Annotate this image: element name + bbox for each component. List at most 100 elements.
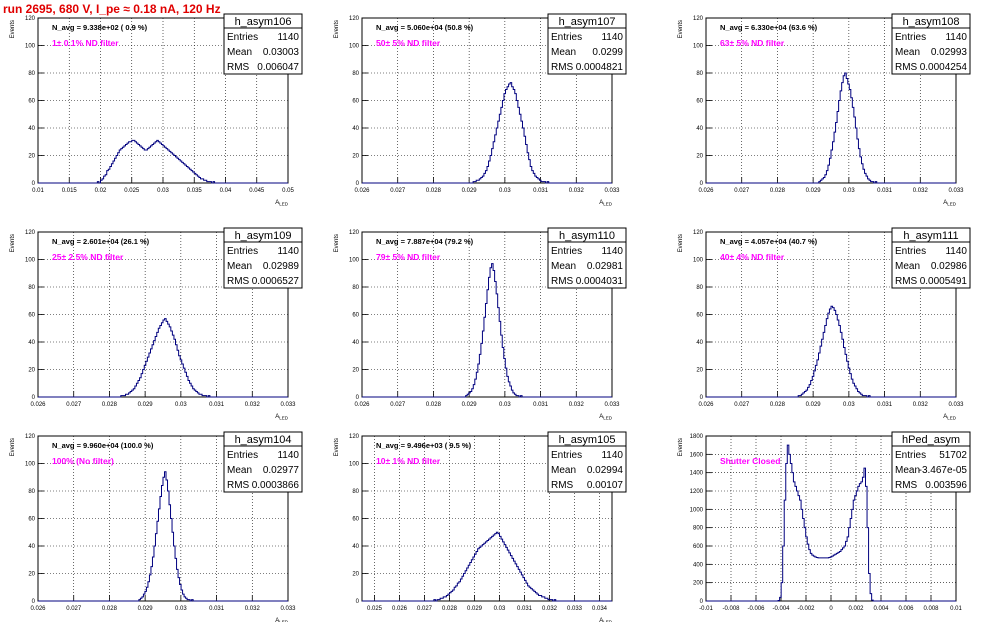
y-tick-label: 120 xyxy=(349,230,360,236)
y-tick-label: 20 xyxy=(352,572,359,578)
stats-label: Mean xyxy=(227,47,252,58)
y-tick-label: 100 xyxy=(25,258,36,264)
navg-label: N_avg = 9.960e+04 (100.0 %) xyxy=(52,441,154,450)
x-tick-label: 0.031 xyxy=(877,402,893,408)
x-tick-label: 0.031 xyxy=(533,188,549,194)
y-tick-label: 60 xyxy=(28,313,35,319)
x-tick-label: 0.032 xyxy=(245,402,261,408)
y-tick-label: 60 xyxy=(28,517,35,523)
stats-value: 0.02977 xyxy=(263,465,300,476)
histogram-panel-h_asym110: 0.026 0.027 0.028 0.029 0.03 0.031 0.032 0.033 0… xyxy=(334,227,627,421)
x-tick-label: 0.033 xyxy=(280,606,296,612)
x-axis-label: ALED xyxy=(943,414,957,421)
x-tick-label: 0.04 xyxy=(220,188,232,194)
stats-box-frame xyxy=(547,13,627,75)
filter-label: Shutter Closed xyxy=(720,456,780,466)
x-tick-label: 0.026 xyxy=(698,188,714,194)
x-tick-label: 0.033 xyxy=(948,188,964,194)
y-tick-label: 100 xyxy=(349,258,360,264)
y-tick-label: 80 xyxy=(28,285,35,291)
y-tick-label: 40 xyxy=(28,126,35,132)
y-tick-label: 120 xyxy=(25,434,36,440)
stats-label: Entries xyxy=(551,450,582,461)
x-tick-label: -0.002 xyxy=(797,606,815,612)
filter-label: 100% (No filter) xyxy=(52,456,114,466)
x-tick-label: 0.031 xyxy=(209,606,225,612)
histogram-line xyxy=(706,444,956,602)
filter-label: 25± 2.5% ND filter xyxy=(52,252,124,262)
y-tick-label: 100 xyxy=(693,44,704,50)
stats-label: RMS xyxy=(895,276,918,287)
stats-box-frame xyxy=(223,431,303,493)
x-tick-label: 0.01 xyxy=(32,188,44,194)
y-tick-label: 0 xyxy=(356,395,360,401)
x-tick-label: 0.03 xyxy=(843,188,855,194)
x-tick-label: 0.028 xyxy=(770,188,786,194)
stats-hist-name: h_asym111 xyxy=(903,230,958,242)
y-tick-label: 60 xyxy=(352,313,359,319)
y-tick-label: 60 xyxy=(696,99,703,105)
navg-label: N_avg = 2.601e+04 (26.1 %) xyxy=(52,237,150,246)
stats-box-frame xyxy=(891,13,971,75)
stats-label: Entries xyxy=(895,32,926,43)
x-axis-label: ALED xyxy=(599,200,613,207)
x-tick-label: 0.028 xyxy=(426,188,442,194)
stats-label: RMS xyxy=(551,480,574,491)
x-tick-label: 0.03 xyxy=(843,402,855,408)
stats-hist-name: h_asym107 xyxy=(559,16,616,28)
x-axis-label-subscript: LED xyxy=(279,416,289,421)
y-tick-label: 120 xyxy=(693,230,704,236)
y-axis-label: Events xyxy=(10,20,16,38)
stats-label: Entries xyxy=(551,246,582,257)
x-tick-label: 0.027 xyxy=(390,402,406,408)
stats-label: Mean xyxy=(551,261,576,272)
stats-label: Mean xyxy=(551,47,576,58)
y-tick-label: 120 xyxy=(349,16,360,22)
stats-value: 0.02989 xyxy=(263,261,300,272)
x-tick-label: 0.026 xyxy=(698,402,714,408)
stats-box-frame xyxy=(547,431,627,493)
x-tick-label: 0.026 xyxy=(392,606,408,612)
x-tick-label: 0.029 xyxy=(462,402,478,408)
stats-hist-name: h_asym110 xyxy=(559,230,615,242)
x-tick-label: 0.002 xyxy=(848,606,864,612)
y-tick-label: 100 xyxy=(25,462,36,468)
navg-label: N_avg = 6.330e+04 (63.6 %) xyxy=(720,23,818,32)
x-tick-label: 0.032 xyxy=(913,188,929,194)
x-axis-label-subscript: LED xyxy=(603,416,613,421)
y-tick-label: 80 xyxy=(352,285,359,291)
y-tick-label: 0 xyxy=(32,395,36,401)
x-tick-label: 0.031 xyxy=(533,402,549,408)
stats-value: 1140 xyxy=(277,246,299,257)
stats-value: 0.0004254 xyxy=(920,62,968,73)
stats-box-frame xyxy=(547,227,627,289)
stats-value: 1140 xyxy=(277,32,299,43)
x-tick-label: 0.03 xyxy=(157,188,169,194)
y-tick-label: 120 xyxy=(349,434,360,440)
filter-label: 79± 5% ND filter xyxy=(376,252,441,262)
stats-box: h_asym108 Entries 1140 Mean 0.02993 RMS 0.0004… xyxy=(891,13,971,75)
y-tick-label: 0 xyxy=(356,181,360,187)
navg-label: N_avg = 4.057e+04 (40.7 %) xyxy=(720,237,818,246)
stats-label: Entries xyxy=(227,32,258,43)
x-tick-label: 0.027 xyxy=(417,606,433,612)
histogram-panel-h_asym111: 0.026 0.027 0.028 0.029 0.03 0.031 0.032 0.033 0… xyxy=(678,227,971,421)
x-tick-label: 0.045 xyxy=(249,188,265,194)
x-tick-label: -0.008 xyxy=(722,606,740,612)
navg-label: N_avg = 9.338e+02 ( 0.9 %) xyxy=(52,23,148,32)
stats-value: 1140 xyxy=(277,450,299,461)
x-tick-label: 0.029 xyxy=(138,606,154,612)
histogram-panel-h_asym108: 0.026 0.027 0.028 0.029 0.03 0.031 0.032 0.033 0… xyxy=(678,13,971,207)
y-tick-label: 40 xyxy=(352,544,359,550)
x-axis-label: ALED xyxy=(599,618,613,622)
y-tick-label: 80 xyxy=(696,285,703,291)
stats-label: Mean xyxy=(551,465,576,476)
x-tick-label: 0.02 xyxy=(95,188,107,194)
x-tick-label: 0.026 xyxy=(30,402,46,408)
x-tick-label: 0.05 xyxy=(282,188,294,194)
x-tick-label: 0.032 xyxy=(569,402,585,408)
y-tick-label: 80 xyxy=(28,71,35,77)
stats-value: 0.0004821 xyxy=(576,62,624,73)
stats-label: RMS xyxy=(227,62,250,73)
